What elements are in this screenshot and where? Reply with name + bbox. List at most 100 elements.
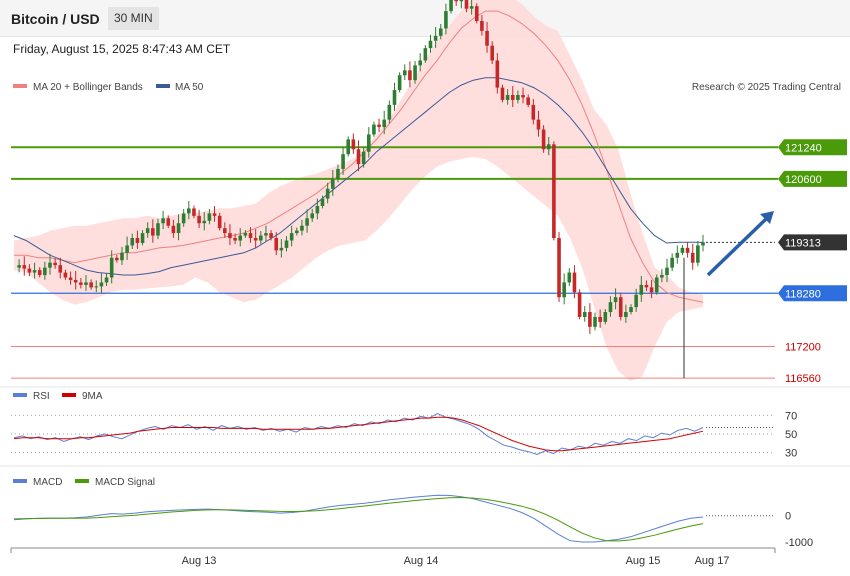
rsi-tick-label: 50 (785, 429, 797, 441)
candle-body (274, 238, 279, 251)
candle-body (685, 247, 690, 253)
candle-body (330, 178, 335, 189)
candle-body (346, 139, 351, 155)
candle-body (552, 144, 556, 239)
candle-body (670, 257, 674, 268)
candle-body (521, 95, 525, 98)
ma50-legend-label: MA 50 (175, 82, 204, 93)
forecast-arrow-shaft (706, 217, 768, 277)
candle-body (567, 272, 572, 283)
candle-body (243, 233, 248, 236)
candle-body (68, 277, 73, 280)
candle-body (510, 95, 515, 100)
candle-body (701, 242, 705, 246)
candle-body (151, 228, 155, 236)
candle-body (294, 230, 299, 234)
candle-body (130, 238, 135, 246)
candle-body (690, 252, 695, 263)
candle-body (289, 233, 294, 241)
resistance-price-tag (778, 170, 847, 187)
candle-body (593, 316, 597, 327)
candle-body (217, 215, 222, 229)
ma20-legend-label: MA 20 + Bollinger Bands (33, 82, 143, 93)
candle-body (259, 235, 263, 241)
candle-body (387, 104, 392, 120)
candle-body (382, 119, 387, 128)
candle-body (341, 154, 345, 169)
candle-body (660, 275, 664, 278)
candle-body (197, 215, 201, 224)
candle-body (361, 151, 366, 165)
x-tick-label: Aug 14 (404, 555, 439, 567)
candle-body (279, 247, 284, 251)
candle-body (253, 238, 258, 241)
candle-body (305, 218, 309, 226)
candle-body (428, 40, 433, 49)
candle-body (228, 233, 232, 239)
resistance-price-label: 121240 (785, 142, 822, 154)
chart-timestamp: Friday, August 15, 2025 8:47:43 AM CET (13, 42, 231, 56)
interval-button[interactable]: 30 MIN (108, 7, 159, 30)
candle-body (624, 312, 628, 317)
candle-body (366, 134, 371, 152)
candle-body (459, 0, 464, 2)
candle-body (140, 233, 145, 243)
candle-body (505, 95, 510, 100)
candle-body (58, 265, 63, 273)
candle-body (145, 228, 150, 234)
candle-body (84, 282, 88, 285)
rsi-legend-label: RSI (33, 391, 50, 402)
candle-body (63, 272, 68, 278)
candle-body (618, 297, 623, 317)
candle-body (402, 70, 407, 76)
candle-body (238, 235, 243, 241)
candle-body (161, 218, 165, 224)
candle-body (531, 104, 536, 120)
candle-body (449, 0, 453, 12)
candle-body (680, 247, 685, 253)
macd-legend-swatch (13, 479, 27, 483)
candle-body (572, 272, 577, 293)
macd-signal-legend-swatch (75, 479, 89, 483)
candle-body (202, 220, 207, 224)
candle-body (408, 70, 412, 81)
candle-body (264, 233, 268, 236)
macd-line (13, 494, 704, 543)
candle-body (454, 0, 458, 2)
candle-body (582, 312, 587, 317)
candle-body (598, 316, 602, 322)
macd-tick-label: 0 (785, 511, 791, 523)
candle-body (192, 208, 196, 216)
bollinger-band-area (14, 0, 703, 382)
candle-body (485, 30, 489, 46)
macd-signal-legend-label: MACD Signal (95, 477, 155, 488)
candle-body (176, 223, 181, 234)
rsi-ma-legend-swatch (62, 393, 76, 397)
pivot-price-label: 118280 (785, 288, 821, 300)
resistance-price-tag (778, 139, 847, 156)
candle-body (356, 149, 361, 165)
candle-body (37, 270, 42, 276)
candle-body (99, 282, 104, 287)
candle-body (187, 208, 191, 214)
candle-body (675, 252, 680, 258)
candle-body (32, 270, 37, 273)
candle-body (135, 238, 140, 243)
rsi-ma-legend-label: 9MA (82, 391, 103, 402)
candle-body (248, 233, 253, 239)
candle-body (603, 312, 608, 322)
forecast-arrow (706, 211, 774, 277)
candle-body (444, 11, 448, 29)
support-price-label: 116560 (785, 373, 821, 385)
rsi-tick-label: 70 (785, 410, 797, 422)
ma50-legend-swatch (156, 84, 170, 88)
last-price-label: 119313 (785, 237, 821, 249)
candle-body (269, 233, 273, 239)
candle-body (351, 139, 356, 150)
candle-body (336, 168, 340, 179)
candle-body (166, 218, 171, 226)
candle-body (125, 245, 129, 253)
candle-body (649, 287, 654, 293)
price-levels: 121240 120600 119313 118280 117200 116560 (11, 139, 847, 385)
candle-body (495, 60, 500, 88)
